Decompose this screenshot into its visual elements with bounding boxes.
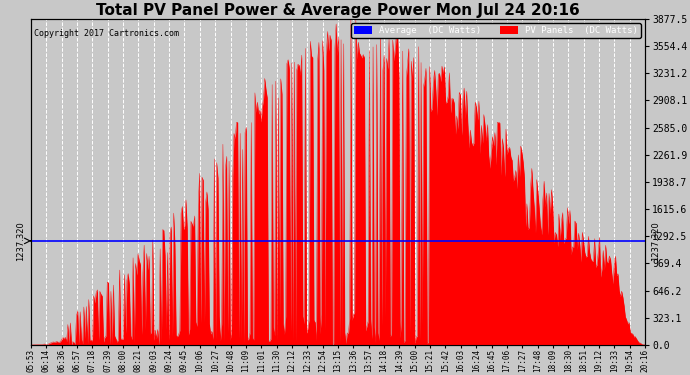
Text: 1237.320: 1237.320	[651, 221, 660, 261]
Legend: Average  (DC Watts), PV Panels  (DC Watts): Average (DC Watts), PV Panels (DC Watts)	[351, 24, 640, 38]
Text: Copyright 2017 Cartronics.com: Copyright 2017 Cartronics.com	[34, 29, 179, 38]
Text: 1237.320: 1237.320	[16, 221, 25, 261]
Title: Total PV Panel Power & Average Power Mon Jul 24 20:16: Total PV Panel Power & Average Power Mon…	[96, 3, 580, 18]
